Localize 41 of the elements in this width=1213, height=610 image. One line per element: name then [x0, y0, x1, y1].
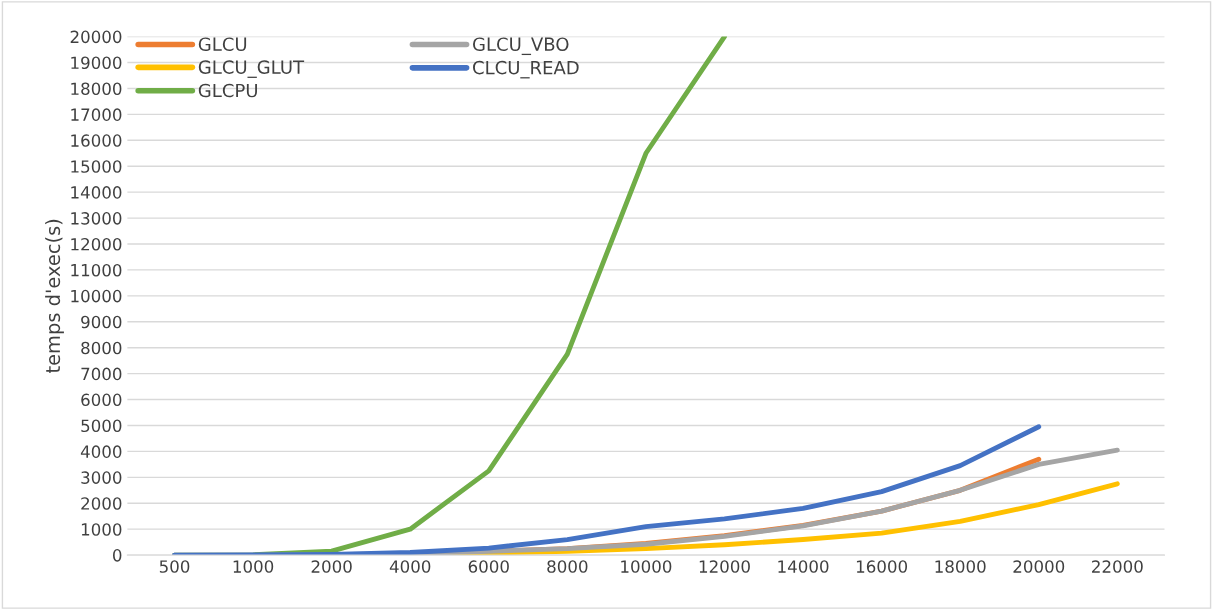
y-tick-label: 4000: [80, 445, 122, 458]
y-tick-label: 0: [113, 549, 122, 562]
x-tick-label: 10000: [621, 560, 672, 573]
y-tick-label: 16000: [71, 134, 122, 147]
x-tick-label: 12000: [699, 560, 750, 573]
y-tick-label: 7000: [81, 367, 122, 381]
y-axis-title: temps d'exec(s): [45, 219, 64, 373]
y-tick-label: 1000: [81, 523, 122, 536]
x-tick-label: 18000: [935, 560, 986, 573]
y-tick-label: 17000: [71, 108, 122, 121]
x-tick-label: 6000: [468, 560, 509, 573]
y-tick-label: 12000: [71, 237, 122, 251]
y-tick-label: 9000: [81, 315, 122, 329]
x-tick-label: 2000: [311, 560, 352, 573]
x-tick-label: 1000: [233, 560, 274, 573]
y-tick-label: 18000: [71, 82, 122, 96]
x-tick-label: 8000: [547, 560, 588, 573]
y-tick-label: 3000: [81, 471, 122, 484]
y-tick-label: 14000: [71, 186, 122, 199]
x-tick-label: 4000: [389, 560, 431, 573]
legend-label: GLCPU: [198, 83, 257, 98]
y-tick-label: 8000: [81, 341, 122, 355]
legend-label: GLCU_GLUT: [198, 60, 305, 78]
y-tick-label: 5000: [81, 419, 122, 433]
x-tick-label: 500: [159, 560, 190, 573]
x-tick-label: 14000: [778, 560, 829, 573]
legend-label: GLCU_VBO: [473, 37, 569, 56]
x-tick-label: 20000: [1013, 560, 1065, 573]
x-tick-label: 16000: [856, 560, 908, 573]
legend-label: GLCU: [198, 37, 247, 52]
y-tick-label: 19000: [71, 56, 122, 70]
x-tick-label: 22000: [1092, 560, 1143, 573]
y-tick-label: 6000: [81, 393, 122, 407]
y-tick-label: 2000: [81, 497, 122, 510]
y-tick-label: 15000: [71, 160, 122, 173]
legend-label: CLCU_READ: [473, 60, 579, 79]
y-tick-label: 13000: [71, 212, 122, 225]
y-tick-label: 10000: [71, 289, 122, 303]
line-series: [172, 424, 1042, 556]
y-tick-label: 20000: [70, 30, 122, 44]
y-tick-label: 11000: [71, 263, 122, 277]
